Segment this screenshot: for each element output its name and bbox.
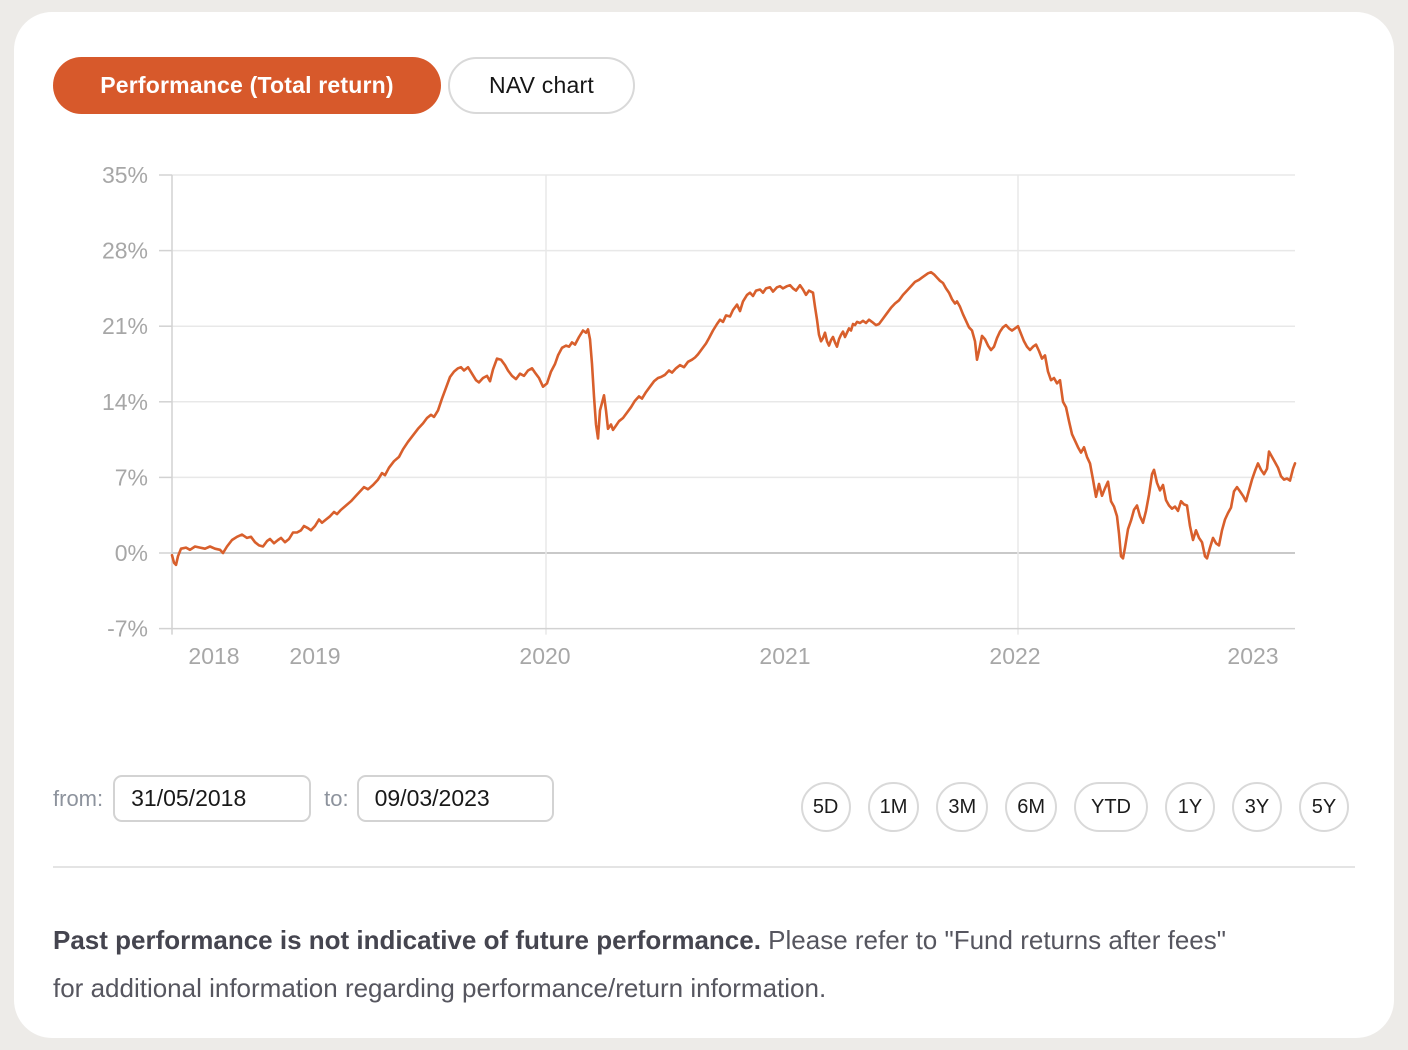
range-button-3m[interactable]: 3M (936, 782, 989, 832)
svg-text:2018: 2018 (188, 643, 239, 669)
svg-text:2021: 2021 (759, 643, 810, 669)
quick-range-buttons: 5D 1M 3M 6M YTD 1Y 3Y 5Y (800, 782, 1349, 832)
svg-text:2023: 2023 (1227, 643, 1278, 669)
range-button-1y[interactable]: 1Y (1165, 782, 1215, 832)
svg-text:28%: 28% (102, 238, 148, 264)
svg-text:7%: 7% (115, 464, 148, 490)
svg-text:2022: 2022 (989, 643, 1040, 669)
range-button-5y[interactable]: 5Y (1299, 782, 1349, 832)
svg-text:2019: 2019 (289, 643, 340, 669)
to-label: to: (324, 785, 349, 811)
divider (53, 866, 1355, 868)
svg-text:21%: 21% (102, 313, 148, 339)
range-button-3y[interactable]: 3Y (1232, 782, 1282, 832)
tab-performance-total-return[interactable]: Performance (Total return) (53, 57, 441, 114)
date-range-controls: from: to: (53, 775, 554, 822)
range-button-1m[interactable]: 1M (867, 782, 920, 832)
range-button-5d[interactable]: 5D (800, 782, 851, 832)
range-button-ytd[interactable]: YTD (1074, 782, 1148, 832)
from-date-input[interactable] (113, 775, 312, 822)
performance-line-chart: 35% 28% 21% 14% 7% 0% -7% 2018 2019 2020 2021 2022 2… (102, 162, 1297, 669)
svg-text:14%: 14% (102, 389, 148, 415)
svg-text:-7%: -7% (107, 616, 148, 642)
svg-text:2020: 2020 (519, 643, 570, 669)
disclaimer-regular-text: Please refer to "Fund returns after fees… (53, 925, 1226, 1003)
tab-nav-chart[interactable]: NAV chart (448, 57, 635, 114)
svg-text:35%: 35% (102, 162, 148, 188)
to-date-input[interactable] (356, 775, 554, 822)
chart-mode-tabs: Performance (Total return) NAV chart (53, 57, 635, 114)
chart-card: Performance (Total return) NAV chart 35%… (14, 12, 1394, 1038)
range-button-6m[interactable]: 6M (1005, 782, 1057, 832)
from-label: from: (53, 785, 104, 811)
performance-disclaimer: Past performance is not indicative of fu… (53, 916, 1248, 1012)
disclaimer-bold-text: Past performance is not indicative of fu… (53, 925, 761, 955)
svg-text:0%: 0% (115, 540, 148, 566)
